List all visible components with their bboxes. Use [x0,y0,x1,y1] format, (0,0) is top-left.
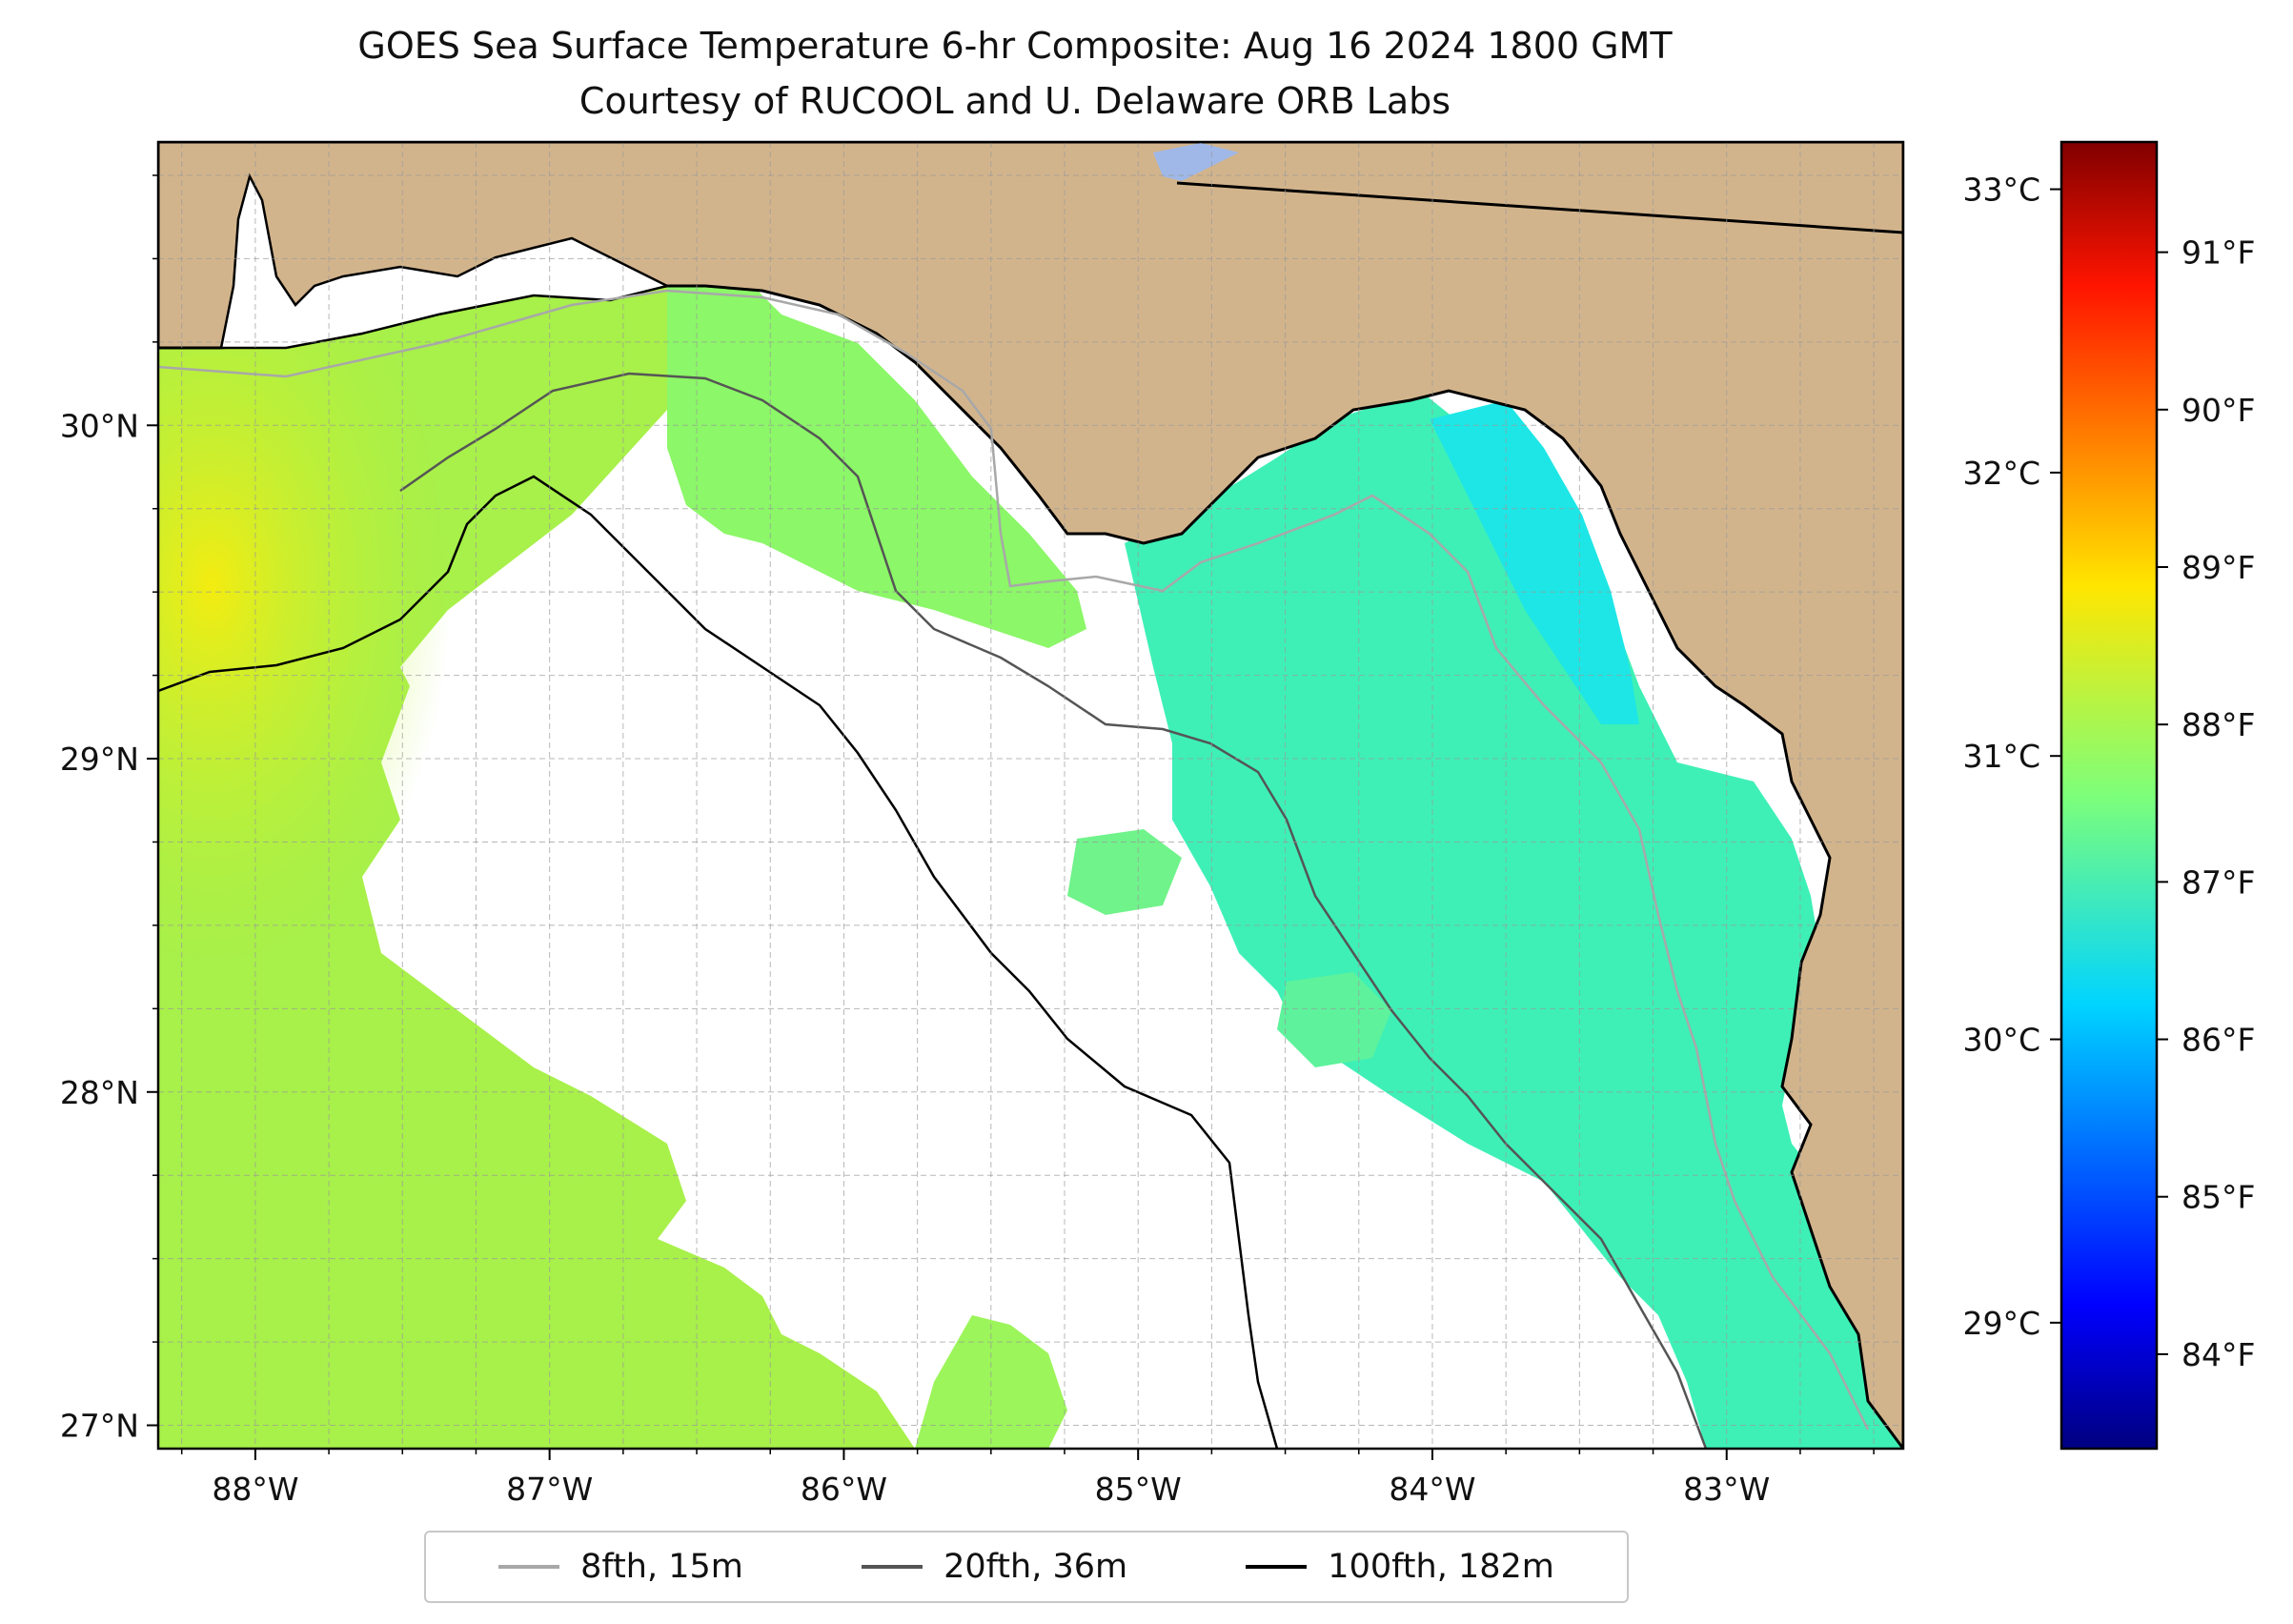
cbar-f-label: 89°F [2181,549,2255,586]
legend-swatch-20fth [862,1565,923,1569]
cbar-c-label: 30°C [1962,1022,2040,1059]
isobath-legend: 8fth, 15m 20fth, 36m 100fth, 182m [424,1531,1629,1603]
sst-field-bigbend [1125,391,1903,1449]
isobath-8fth [158,289,1870,1431]
cbar-f-label: 90°F [2181,392,2255,429]
legend-swatch-100fth [1246,1565,1308,1569]
legend-label-20fth: 20fth, 36m [944,1548,1128,1586]
lon-axis: 88°W 87°W 86°W 85°W 84°W 83°W [180,1449,1875,1508]
legend-swatch-8fth [498,1565,560,1569]
lake [1153,143,1239,181]
legend-item-20fth: 20fth, 36m [862,1548,1127,1586]
sst-field-cool-coast [1430,400,1639,724]
map-title: GOES Sea Surface Temperature 6-hr Compos… [357,25,1673,67]
cbar-f-label: 87°F [2181,863,2255,901]
lat-tick-label: 30°N [60,407,139,444]
cbar-f-label: 88°F [2181,706,2255,743]
legend-item-100fth: 100fth, 182m [1246,1548,1554,1586]
lat-tick-label: 27°N [60,1408,139,1445]
lon-tick-label: 84°W [1389,1471,1475,1508]
colorbar-fahrenheit-axis: 91°F 90°F 89°F 88°F 87°F 86°F 85°F 84°F [2157,234,2255,1373]
cbar-c-label: 32°C [1962,455,2040,492]
lat-tick-label: 28°N [60,1074,139,1111]
cbar-f-label: 86°F [2181,1022,2255,1059]
lat-axis: 27°N 28°N 29°N 30°N [60,174,158,1445]
sst-field-patch [1067,829,1182,915]
bay-inlet [219,173,671,350]
map-subtitle: Courtesy of RUCOOL and U. Delaware ORB L… [578,80,1451,122]
state-border [1176,181,1903,234]
colorbar [2060,140,2159,1451]
map-frame [156,140,1905,1451]
legend-item-8fth: 8fth, 15m [498,1548,743,1586]
legend-label-100fth: 100fth, 182m [1328,1548,1554,1586]
gridlines [158,142,1903,1449]
lon-tick-label: 85°W [1095,1471,1182,1508]
lon-tick-label: 88°W [212,1471,298,1508]
cbar-f-label: 85°F [2181,1179,2255,1216]
lon-tick-label: 83°W [1683,1471,1770,1508]
map-area [158,142,1903,1449]
cbar-c-label: 31°C [1962,738,2040,775]
sst-field-central [667,276,1086,648]
sst-warm-patch [158,286,692,1144]
lon-tick-label: 86°W [801,1471,887,1508]
land-north [158,142,1903,1449]
lat-tick-label: 29°N [60,741,139,778]
colorbar-celsius-axis: 33°C 32°C 31°C 30°C 29°C [1962,172,2061,1342]
cbar-c-label: 33°C [1962,172,2040,209]
lon-tick-label: 87°W [506,1471,593,1508]
isobath-20fth [399,372,1708,1449]
isobath-100fth [158,475,1279,1449]
cbar-f-label: 91°F [2181,234,2255,272]
sst-field-patch-2 [1277,972,1391,1067]
cbar-f-label: 84°F [2181,1336,2255,1373]
cbar-c-label: 29°C [1962,1305,2040,1342]
legend-label-8fth: 8fth, 15m [580,1548,743,1586]
